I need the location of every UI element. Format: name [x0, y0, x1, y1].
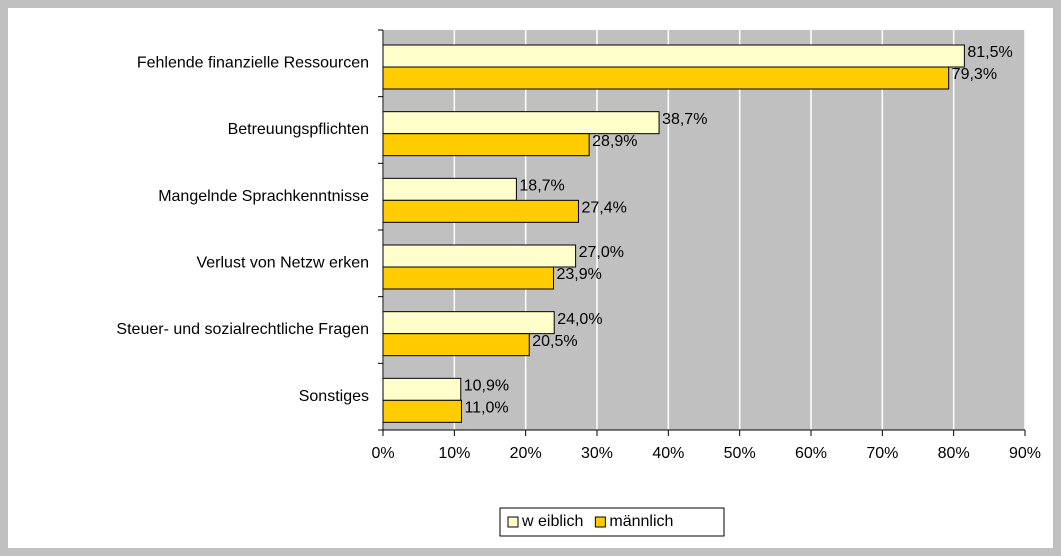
x-tick-label: 10%: [438, 445, 470, 462]
bar: [382, 111, 660, 135]
data-label: 27,0%: [579, 244, 624, 261]
legend-label: w eiblich: [521, 513, 583, 530]
data-label: 18,7%: [519, 178, 564, 195]
legend-box: [499, 507, 725, 537]
data-label: 20,5%: [532, 333, 577, 350]
y-tick-label: Betreuungspflichten: [228, 121, 369, 138]
bar: [382, 399, 462, 423]
bar: [382, 66, 950, 90]
data-label: 38,7%: [662, 111, 707, 128]
legend-swatch: [594, 516, 606, 528]
bar: [382, 199, 579, 223]
y-tick-label: Mangelnde Sprachkenntnisse: [158, 188, 369, 205]
y-tick-label: Fehlende finanzielle Ressourcen: [137, 55, 369, 72]
data-label: 10,9%: [464, 378, 509, 395]
x-tick-label: 40%: [652, 445, 684, 462]
legend-swatch: [507, 516, 519, 528]
bar: [382, 377, 462, 401]
x-tick-label: 60%: [795, 445, 827, 462]
data-label: 27,4%: [581, 200, 626, 217]
y-tick-label: Sonstiges: [299, 388, 369, 405]
x-tick-label: 80%: [938, 445, 970, 462]
x-tick-label: 50%: [724, 445, 756, 462]
y-tick-label: Verlust von Netzw erken: [196, 255, 369, 272]
x-tick-label: 30%: [581, 445, 613, 462]
data-label: 23,9%: [556, 266, 601, 283]
bar: [382, 266, 554, 290]
x-tick-label: 70%: [866, 445, 898, 462]
bar: [382, 333, 530, 357]
x-tick-label: 20%: [510, 445, 542, 462]
data-label: 11,0%: [464, 400, 508, 417]
data-label: 24,0%: [557, 311, 602, 328]
data-label: 81,5%: [967, 44, 1012, 61]
bar: [382, 244, 577, 268]
plot-area: [383, 30, 1025, 430]
y-tick-label: Steuer- und sozialrechtliche Fragen: [116, 321, 369, 338]
x-tick-label: 90%: [1009, 445, 1041, 462]
bar: [382, 311, 555, 335]
data-label: 28,9%: [592, 133, 637, 150]
bar: [382, 177, 517, 201]
data-label: 79,3%: [952, 66, 997, 83]
bar: [382, 133, 590, 157]
legend-label: männlich: [609, 513, 673, 530]
x-tick-label: 0%: [371, 445, 394, 462]
bar: [382, 44, 965, 68]
